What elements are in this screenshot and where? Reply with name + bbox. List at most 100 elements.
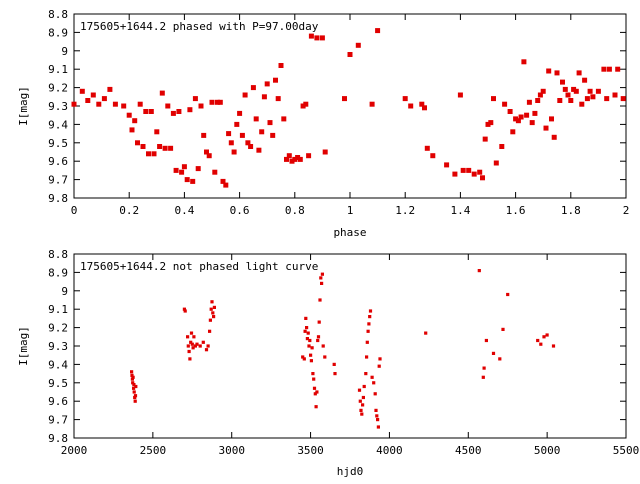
phased-data-point (204, 149, 209, 155)
unphased-data-point (191, 346, 195, 350)
phased-data-point (284, 156, 289, 162)
phased-data-point (499, 144, 505, 149)
phased-data-point (535, 98, 541, 103)
unphased-light-curve-chart: 175605+1644.2 not phased light curve hjd… (17, 248, 639, 478)
unphased-data-point (333, 372, 337, 376)
unphased-data-point (130, 370, 134, 374)
phased-data-point (143, 109, 149, 114)
phased-y-tick-label: 9.4 (48, 118, 68, 131)
phased-y-tick-label: 9 (61, 45, 68, 58)
phased-data-point (466, 167, 472, 173)
phased-data-point (582, 77, 588, 83)
unphased-data-point (376, 418, 380, 422)
unphased-axis-ticks: 2000 2500 3000 3500 4000 4500 5000 5500 8.8 8.9 9 9… (48, 248, 639, 457)
phased-data-point (518, 114, 524, 120)
phased-data-point (209, 99, 215, 105)
phased-data-point (215, 99, 220, 105)
unphased-data-point (361, 403, 365, 407)
phased-y-tick-label: 9.5 (48, 137, 68, 150)
phased-data-point (549, 116, 554, 122)
phased-data-point (223, 182, 229, 188)
phased-data-point (201, 132, 207, 138)
phased-data-point (540, 88, 546, 94)
phased-data-point (250, 85, 256, 91)
unphased-data-point (198, 344, 202, 348)
unphased-data-point (208, 329, 212, 333)
phased-data-point (148, 109, 154, 114)
phased-data-point (601, 66, 607, 72)
phased-x-tick-label: 1.4 (450, 204, 470, 217)
unphased-chart-title: 175605+1644.2 not phased light curve (80, 260, 318, 273)
unphased-data-point (316, 338, 320, 343)
unphased-data-point (302, 357, 306, 361)
unphased-data-point (307, 344, 311, 348)
phased-data-point (507, 109, 513, 114)
phased-x-tick-label: 0.4 (174, 204, 194, 217)
phased-data-point (560, 79, 565, 85)
phased-data-point (529, 120, 535, 126)
unphased-data-point (195, 342, 199, 346)
phased-data-point (308, 33, 314, 39)
phased-x-tick-label: 0.2 (119, 204, 139, 217)
phased-data-point (273, 77, 278, 83)
phased-data-point (402, 96, 408, 102)
phased-data-point (90, 92, 96, 98)
unphased-data-point (501, 327, 505, 331)
phased-data-point (286, 153, 292, 159)
phased-data-point (532, 110, 538, 116)
unphased-y-tick-label: 8.8 (48, 248, 68, 261)
unphased-data-point (212, 315, 216, 319)
unphased-data-point (186, 335, 190, 339)
unphased-data-point (190, 342, 194, 346)
unphased-data-point (314, 405, 318, 409)
phased-data-point (526, 99, 532, 105)
unphased-y-tick-label: 9.5 (48, 377, 68, 390)
unphased-data-point (477, 269, 481, 273)
unphased-data-point (506, 292, 510, 297)
phased-data-point (510, 129, 516, 135)
phased-data-point (557, 98, 563, 103)
unphased-data-point (359, 408, 363, 412)
phased-data-point (369, 101, 375, 107)
unphased-y-tick-label: 8.9 (48, 266, 68, 279)
phased-data-point (493, 160, 499, 166)
phased-data-point (524, 112, 530, 118)
unphased-y-axis-label: I[mag] (17, 326, 30, 366)
unphased-data-point (132, 390, 136, 394)
phased-data-point (292, 156, 298, 162)
phased-data-point (190, 178, 196, 184)
phased-data-point (546, 68, 552, 74)
unphased-data-points (130, 269, 556, 429)
unphased-data-point (132, 383, 136, 387)
phased-data-point (314, 35, 320, 41)
phased-y-tick-label: 9.8 (48, 192, 68, 205)
phased-data-point (248, 144, 254, 149)
phased-data-point (159, 90, 165, 96)
unphased-y-tick-label: 9.4 (48, 358, 68, 371)
unphased-data-point (482, 366, 486, 370)
phased-data-point (212, 169, 218, 175)
unphased-data-point (312, 377, 316, 381)
phased-data-point (565, 92, 571, 98)
phased-x-tick-label: 2 (623, 204, 630, 217)
phased-data-point (521, 59, 527, 65)
phased-data-point (220, 178, 226, 184)
unphased-x-tick-label: 5500 (613, 444, 640, 457)
unphased-data-point (301, 355, 305, 359)
unphased-data-point (536, 338, 540, 343)
phased-data-point (132, 118, 138, 124)
unphased-data-point (481, 375, 485, 379)
phased-data-point (584, 96, 590, 102)
phased-data-point (573, 88, 579, 94)
phased-axis-ticks: 0 0.2 0.4 0.6 0.8 1 1.2 1.4 1.6 1.8 2 8.8 8.9 9 9.1 9.2… (48, 8, 629, 217)
phased-data-point (347, 52, 353, 57)
unphased-data-point (306, 331, 310, 335)
phased-data-point (408, 103, 414, 109)
unphased-data-point (323, 355, 327, 359)
unphased-data-point (210, 300, 214, 304)
phased-y-tick-label: 9.7 (48, 174, 68, 187)
unphased-data-point (304, 316, 308, 320)
phased-data-point (198, 103, 204, 109)
phased-data-point (300, 103, 306, 109)
